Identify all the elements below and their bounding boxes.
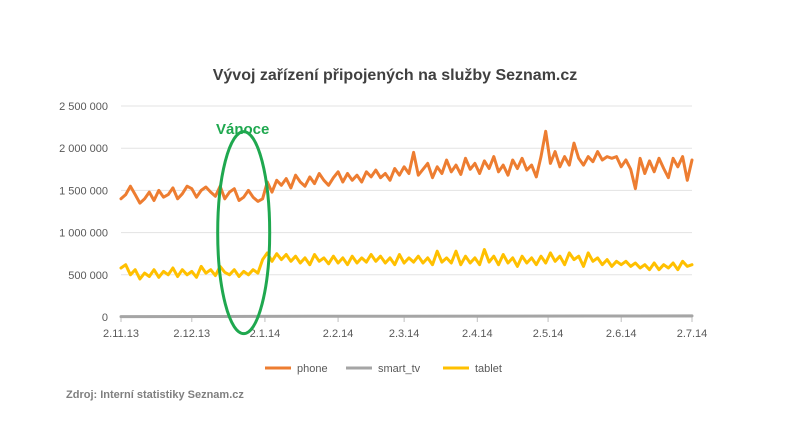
y-axis-tick-labels: 0 500 000 1 000 000 1 500 000 2 000 000 2 500… — [59, 101, 108, 324]
x-tick-label: 2.4.14 — [462, 328, 493, 340]
legend-label-phone: phone — [297, 363, 328, 375]
series-line-tablet — [119, 248, 694, 281]
series-lines — [119, 129, 694, 319]
x-tick-label: 2.3.14 — [389, 328, 420, 340]
x-tick-label: 2.7.14 — [677, 328, 708, 340]
x-tick-label: 2.5.14 — [533, 328, 564, 340]
gridlines — [121, 105, 692, 318]
x-tick-label: 2.2.14 — [323, 328, 354, 340]
annotation-ellipse — [216, 130, 272, 336]
annotation-label: Vánoce — [216, 121, 269, 138]
source-note: Zdroj: Interní statistiky Seznam.cz — [66, 389, 244, 401]
y-tick-label: 500 000 — [68, 270, 108, 282]
x-tick-label: 2.6.14 — [606, 328, 637, 340]
y-tick-label: 1 000 000 — [59, 228, 108, 240]
y-tick-label: 2 000 000 — [59, 143, 108, 155]
y-tick-label: 0 — [102, 312, 108, 324]
chart-title: Vývoj zařízení připojených na služby Sez… — [213, 67, 578, 84]
y-tick-label: 2 500 000 — [59, 101, 108, 113]
x-axis-tick-labels: 2.11.13 2.12.13 2.1.14 2.2.14 2.3.14 2.4.14 2.… — [103, 317, 707, 340]
legend: phone smart_tv tablet — [265, 363, 502, 375]
series-line-phone — [119, 129, 694, 205]
legend-label-smart_tv: smart_tv — [378, 363, 421, 375]
annotations: Vánoce — [216, 121, 272, 336]
x-tick-label: 2.12.13 — [173, 328, 210, 340]
x-tick-label: 2.1.14 — [250, 328, 281, 340]
series-line-smart_tv — [119, 314, 694, 319]
legend-label-tablet: tablet — [475, 363, 502, 375]
x-tick-label: 2.11.13 — [103, 328, 139, 340]
y-tick-label: 1 500 000 — [59, 185, 108, 197]
